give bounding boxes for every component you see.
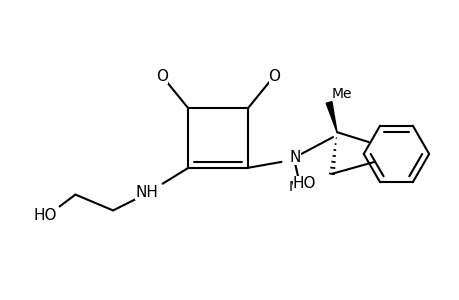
Text: HO: HO	[34, 208, 57, 223]
Text: Me: Me	[331, 86, 352, 100]
Text: HO: HO	[292, 176, 315, 191]
Text: N: N	[289, 150, 301, 165]
Text: O: O	[155, 69, 167, 84]
Text: Me: Me	[288, 180, 309, 194]
Text: NH: NH	[135, 185, 158, 200]
Text: O: O	[268, 69, 280, 84]
Polygon shape	[325, 102, 336, 132]
